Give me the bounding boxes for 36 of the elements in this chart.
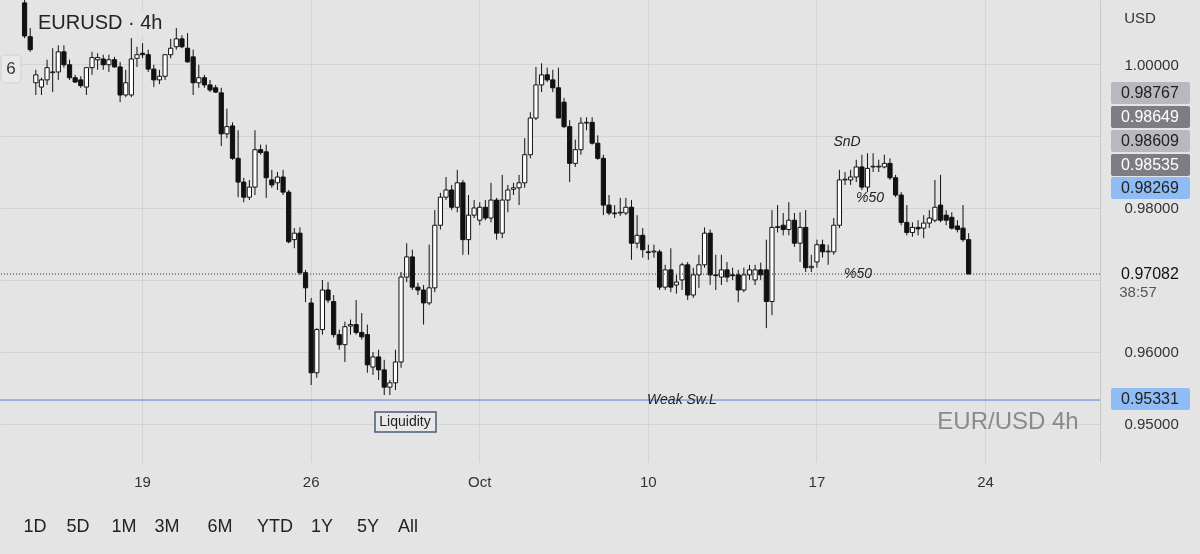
text: 0.98609	[1121, 132, 1180, 149]
text: 6M	[207, 516, 233, 536]
text: USD	[1124, 9, 1156, 26]
x-tick-label: 26	[302, 472, 320, 490]
y-tick-label: 0.98000	[1124, 199, 1179, 217]
text: 0.98535	[1121, 156, 1180, 173]
x-tick-label: 19	[134, 472, 151, 490]
text: YTD	[257, 516, 293, 536]
text: 0.98767	[1121, 84, 1180, 101]
annotation: EUR/USD 4h	[937, 407, 1079, 434]
text: 1D	[23, 516, 47, 536]
text: EURUSD · 4h	[38, 11, 163, 33]
annotation: 6	[6, 59, 16, 78]
ref-line-label: 0.97082	[1121, 265, 1180, 283]
x-tick-label: Oct	[468, 472, 493, 490]
ref-line-label: Weak Sw.L	[647, 391, 717, 408]
text: 0.98649	[1121, 108, 1180, 125]
text: 3M	[154, 516, 180, 536]
annotation: %50	[843, 265, 873, 281]
x-tick-label: 24	[977, 472, 994, 490]
x-tick-label: 17	[808, 472, 826, 490]
annotation: %50	[855, 189, 885, 205]
annotation: SnD	[833, 133, 861, 149]
y-tick-label: 1.00000	[1124, 55, 1179, 73]
text: 5Y	[356, 516, 380, 536]
annotation: Liquidity	[379, 413, 431, 429]
y-tick-label: 0.96000	[1124, 343, 1179, 361]
text: 0.95331	[1121, 390, 1180, 407]
text: All	[397, 516, 419, 536]
y-tick-label: 0.95000	[1124, 415, 1179, 433]
text: 0.98269	[1121, 179, 1180, 196]
text: 1Y	[310, 516, 334, 536]
text: 1M	[111, 516, 137, 536]
x-tick-label: 10	[640, 472, 657, 490]
text: 5D	[66, 516, 90, 536]
text: 38:57	[1119, 283, 1157, 300]
